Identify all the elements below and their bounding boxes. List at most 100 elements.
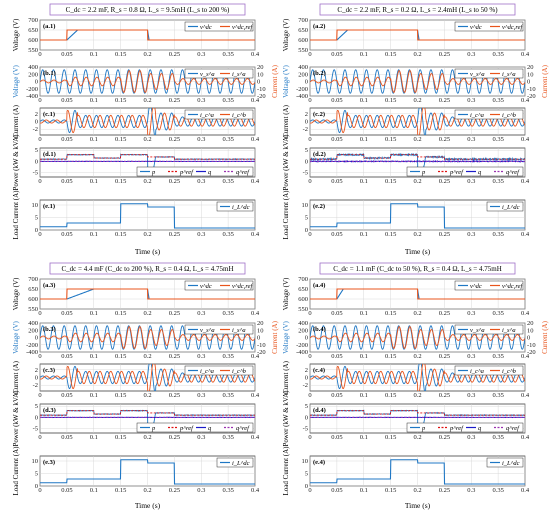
x-tick-label: 0.4	[251, 231, 260, 238]
y-tick-label: -5	[33, 170, 38, 177]
y-axis-label: Power (kW & kVA)	[282, 390, 290, 447]
x-tick-label: 0.2	[413, 178, 421, 185]
y-tick-label: 5	[35, 215, 38, 222]
legend: v_s^a i_s^a	[454, 68, 524, 79]
x-tick-label: 0.25	[439, 51, 450, 58]
legend-label: i_L^dc	[502, 460, 520, 467]
y-tick-label: 5	[35, 471, 38, 478]
legend-label: v_s^a	[470, 71, 485, 78]
series-group	[40, 153, 255, 174]
y-tick-label: 200	[298, 327, 308, 334]
block-title-box	[319, 3, 516, 16]
x-tick-label: 0.25	[439, 434, 450, 441]
y-axis-label: Power (kW & kVA)	[12, 134, 20, 191]
x-tick-label: 0.05	[331, 178, 342, 185]
x-tick-label: 0.15	[115, 97, 126, 104]
series-line-is	[310, 70, 525, 93]
legend-label: q^ref	[236, 169, 250, 176]
legend-label: i_s^a	[502, 327, 516, 334]
x-tick-label: 0.4	[521, 97, 530, 104]
x-tick-label: 0.15	[385, 310, 396, 317]
block-title: C_dc = 4.4 mF (C_dc to 200 %), R_s = 0.4…	[61, 265, 233, 273]
x-tick-label: 0	[38, 434, 41, 441]
legend-label: q^ref	[506, 169, 520, 176]
x-tick-label: 0.4	[521, 487, 530, 494]
x-tick-label: 0.4	[251, 97, 260, 104]
x-tick-label: 0.2	[413, 310, 421, 317]
block-title: C_dc = 2.2 mF, R_s = 0.2 Ω, L_s = 2.4mH …	[337, 6, 498, 14]
subplot-b1: 0 0.05 0.1 0.15 0.2 0.25 0.3 0.35 0.4-400-200020…	[12, 64, 279, 104]
legend: p p^ref q q^ref	[136, 422, 254, 433]
x-tick-label: 0.1	[360, 136, 368, 143]
y-tick-label: 0	[35, 483, 38, 490]
y-tick-label: 700	[28, 17, 38, 24]
legend: v^dc v^dc,ref	[184, 280, 254, 291]
x-tick-label: 0.2	[143, 136, 151, 143]
x-tick-label: 0.4	[251, 487, 260, 494]
x-tick-label: 0.1	[90, 136, 98, 143]
y-tick-label: 650	[298, 286, 308, 293]
legend: i_c^a i_c^b	[184, 365, 254, 376]
y-axis-label: Power (kW & kVA)	[12, 390, 20, 447]
y-tick-label-right: 0	[257, 79, 260, 86]
block-C: C_dc = 4.4 mF (C_dc to 200 %), R_s = 0.4…	[12, 262, 279, 510]
block-A: C_dc = 2.2 mF, R_s = 0.8 Ω, L_s = 9.5mH …	[12, 3, 279, 256]
x-tick-label: 0.3	[197, 310, 205, 317]
panel-label: (e.2)	[313, 203, 325, 210]
legend-label: p^ref	[449, 169, 464, 176]
legend-label: i_c^a	[470, 112, 484, 119]
legend-box	[406, 422, 524, 433]
subplot-c3: 0 0.05 0.1 0.15 0.2 0.25 0.3 0.35 0.4-202Current…	[12, 360, 260, 399]
x-tick-label: 0.05	[331, 136, 342, 143]
legend: v_s^a i_s^a	[184, 68, 254, 79]
x-tick-label: 0	[308, 434, 311, 441]
y-axis-label: Voltage (V)	[282, 277, 290, 310]
x-tick-label: 0.05	[331, 97, 342, 104]
x-tick-label: 0.1	[360, 487, 368, 494]
y-axis-label: Voltage (V)	[282, 64, 290, 97]
x-tick-label: 0.4	[251, 136, 260, 143]
x-tick-label: 0.1	[360, 310, 368, 317]
series-line-ica	[310, 364, 525, 391]
x-axis-label: Time (s)	[135, 501, 161, 510]
legend-label: i_c^a	[200, 368, 214, 375]
x-tick-label: 0.4	[521, 392, 530, 399]
x-tick-label: 0.2	[413, 136, 421, 143]
y-tick-label: 0	[305, 483, 308, 490]
panel-label: (c.3)	[43, 367, 55, 374]
x-tick-label: 0.2	[413, 392, 421, 399]
x-tick-label: 0.25	[169, 353, 180, 360]
series-group	[310, 203, 525, 229]
x-tick-label: 0.25	[169, 310, 180, 317]
y-tick-label-right: 0	[527, 335, 530, 342]
legend-label: p	[421, 425, 426, 432]
legend-box	[454, 365, 524, 376]
panel-label: (d.3)	[43, 407, 56, 414]
legend-label: v^dc,ref	[232, 24, 254, 31]
legend-label: v_s^a	[200, 71, 215, 78]
x-tick-label: 0.4	[521, 178, 530, 185]
x-tick-label: 0.35	[492, 136, 503, 143]
x-tick-label: 0.05	[331, 487, 342, 494]
x-tick-label: 0.15	[385, 434, 396, 441]
y-tick-label: -200	[26, 342, 38, 349]
subplot-e2: 0 0.05 0.1 0.15 0.2 0.25 0.3 0.35 0.4 0 5 10 Load Cu…	[282, 190, 530, 240]
x-tick-label: 0.4	[521, 353, 530, 360]
y-tick-label: 0	[305, 119, 308, 126]
x-tick-label: 0.05	[331, 310, 342, 317]
x-tick-label: 0.1	[90, 51, 98, 58]
series-line-il	[40, 459, 255, 485]
x-tick-label: 0.2	[143, 487, 151, 494]
panel-label: (d.1)	[43, 151, 56, 158]
legend: p p^ref q q^ref	[406, 422, 524, 433]
series-group	[40, 409, 255, 430]
legend-box	[454, 21, 524, 32]
block-title-box	[49, 262, 246, 275]
y-tick-label: 600	[28, 37, 38, 44]
y-tick-label: 10	[32, 458, 39, 465]
x-tick-label: 0	[38, 487, 41, 494]
x-tick-label: 0	[308, 178, 311, 185]
y-tick-label: 0	[35, 158, 38, 165]
x-tick-label: 0.05	[331, 51, 342, 58]
